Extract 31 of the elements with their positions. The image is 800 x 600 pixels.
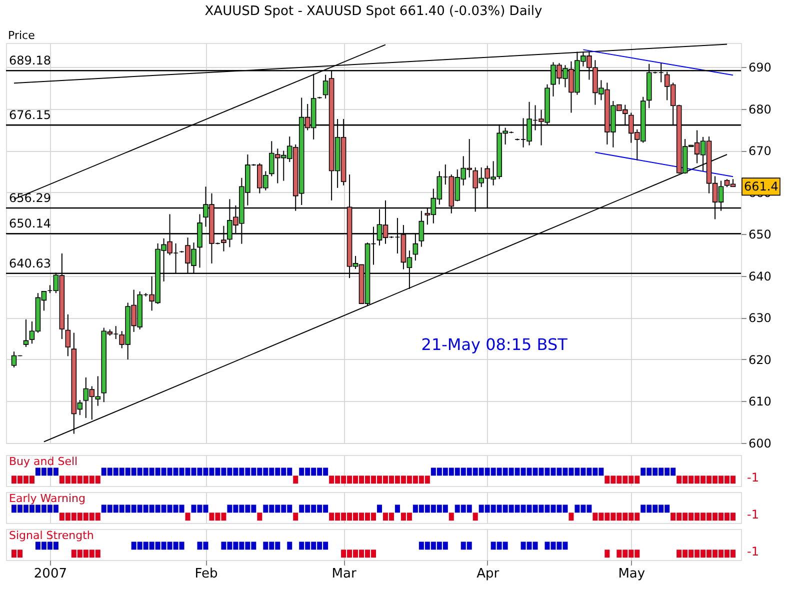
ref-line-label: 689.18 <box>9 54 51 68</box>
x-tick-label: May <box>618 566 646 582</box>
annotation: 21-May 08:15 BST <box>421 335 568 354</box>
ref-line-label: 656.29 <box>9 190 51 205</box>
x-tick-label: Mar <box>332 566 357 582</box>
text: -1 <box>747 507 759 522</box>
ref-line-label: 640.63 <box>9 256 51 270</box>
chart-title: Buy and Sell <box>9 455 78 468</box>
text: -1 <box>747 544 759 558</box>
y-tick-label: 620 <box>748 352 772 367</box>
y-axis-title: Price <box>8 29 36 42</box>
x-tick-label: Feb <box>194 566 218 582</box>
y-tick-label: 630 <box>748 311 772 326</box>
x-tick-label: Apr <box>476 566 500 582</box>
ref-line-label: 676.15 <box>9 108 51 122</box>
chart-title: Early Warning <box>9 492 86 505</box>
y-tick-label: 680 <box>748 102 772 116</box>
text: -1 <box>747 470 759 484</box>
chart-title: Signal Strength <box>9 529 94 542</box>
y-tick-label: 610 <box>748 394 772 409</box>
y-tick-label: 650 <box>748 228 772 242</box>
ref-line-label: 650.14 <box>9 216 51 231</box>
y-tick-label: 690 <box>748 60 772 75</box>
candlestick <box>23 318 29 348</box>
annotation: 661.4 <box>744 180 778 194</box>
y-tick-label: 670 <box>748 144 772 158</box>
y-tick-label: 640 <box>748 269 772 284</box>
candlestick <box>65 314 71 357</box>
x-tick-label: 2007 <box>34 566 67 582</box>
chart-title: XAUUSD Spot - XAUUSD Spot 661.40 (-0.03%) Daily <box>204 4 543 19</box>
y-tick-label: 600 <box>748 436 772 450</box>
